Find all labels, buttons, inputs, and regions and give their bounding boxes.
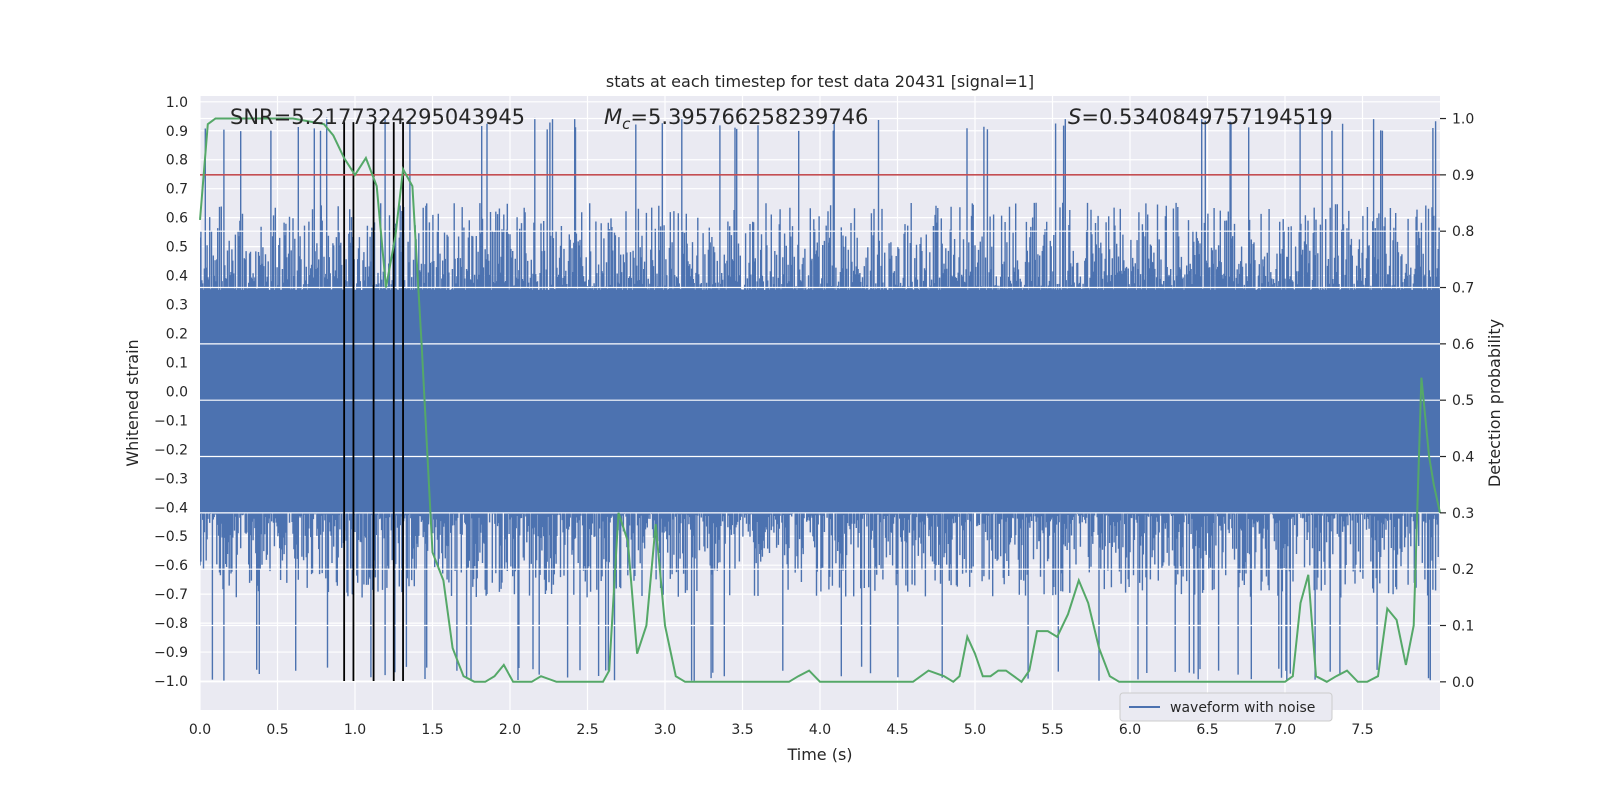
legend-box — [1119, 692, 1333, 722]
y2-tick-label: 0.4 — [1452, 450, 1474, 466]
x-tick-label: 6.5 — [1196, 722, 1218, 738]
y-tick-label: 0.0 — [166, 384, 188, 400]
y-tick-label: 0.7 — [166, 182, 188, 198]
y-tick-label: 0.9 — [166, 124, 188, 140]
y-tick-labels: 1.0 0.9 0.8 0.7 0.6 0.5 0.4 0.3 0.2 0.1 0.0 −0.1 −0.… — [154, 95, 188, 690]
y2-tick-label: 0.3 — [1452, 506, 1474, 522]
y-tick-label: 1.0 — [166, 95, 188, 111]
y-tick-label: −0.3 — [154, 471, 188, 487]
y2-tick-label: 0.5 — [1452, 393, 1474, 409]
y-tick-label: 0.1 — [166, 355, 188, 371]
y-tick-label: 0.3 — [166, 298, 188, 314]
s-symbol: S — [1068, 105, 1081, 129]
chart-title: stats at each timestep for test data 204… — [606, 72, 1034, 91]
y-axis-label: Whitened strain — [123, 339, 142, 466]
x-tick-label: 5.5 — [1041, 722, 1063, 738]
chirp-mass-annotation: Mc=5.395766258239746 — [604, 105, 868, 133]
y2-tick-label: 0.1 — [1452, 619, 1474, 635]
snr-annotation: SNR=5.2177324295043945 — [230, 105, 525, 129]
event-markers — [343, 122, 404, 682]
y2-tick-label: 0.0 — [1452, 675, 1474, 691]
y-tick-label: −0.6 — [154, 558, 188, 574]
x-tick-labels: 0.0 0.5 1.0 1.5 2.0 2.5 3.0 3.5 4.0 4.5 5.0 5.5 6.0 6… — [189, 722, 1374, 738]
y-tick-label: −0.9 — [154, 645, 188, 661]
y2-tick-labels: 1.0 0.9 0.8 0.7 0.6 0.5 0.4 0.3 0.2 0.1 0.0 — [1440, 112, 1474, 691]
x-tick-label: 6.0 — [1119, 722, 1141, 738]
x-tick-label: 7.0 — [1274, 722, 1296, 738]
y-tick-label: −1.0 — [154, 674, 188, 690]
y-tick-label: 0.2 — [166, 326, 188, 342]
y2-tick-label: 1.0 — [1452, 112, 1474, 128]
y-tick-label: 0.4 — [166, 269, 188, 285]
x-tick-label: 3.0 — [654, 722, 676, 738]
x-tick-label: 0.5 — [266, 722, 288, 738]
y-tick-label: −0.2 — [154, 442, 188, 458]
chirp-mass-symbol: M — [604, 105, 622, 129]
chirp-mass-value: =5.395766258239746 — [630, 105, 868, 129]
y-tick-label: −0.7 — [154, 587, 188, 603]
x-tick-label: 1.5 — [421, 722, 443, 738]
x-tick-label: 0.0 — [189, 722, 211, 738]
y-tick-label: −0.1 — [154, 413, 188, 429]
y2-tick-label: 0.7 — [1452, 281, 1474, 297]
y-tick-label: −0.4 — [154, 500, 188, 516]
legend-label-waveform: waveform with noise — [1170, 700, 1315, 716]
x-tick-label: 5.0 — [964, 722, 986, 738]
chirp-mass-subscript: c — [622, 115, 631, 133]
x-tick-label: 4.0 — [809, 722, 831, 738]
x-tick-label: 3.5 — [731, 722, 753, 738]
y2-tick-label: 0.2 — [1452, 562, 1474, 578]
x-tick-label: 7.5 — [1351, 722, 1373, 738]
x-axis-label: Time (s) — [786, 745, 852, 764]
probability-line — [199, 117, 1441, 684]
y-tick-label: 0.6 — [166, 211, 188, 227]
x-tick-label: 2.0 — [499, 722, 521, 738]
y-tick-label: 0.8 — [166, 153, 188, 169]
y-tick-label: −0.8 — [154, 616, 188, 632]
y2-tick-label: 0.6 — [1452, 337, 1474, 353]
y-tick-label: 0.5 — [166, 240, 188, 256]
legend: waveform with noise — [1119, 692, 1333, 722]
y2-tick-label: 0.9 — [1452, 168, 1474, 184]
y2-axis-label: Detection probability — [1485, 319, 1504, 487]
waveform-dense-band — [200, 290, 1440, 514]
s-value: =0.5340849757194519 — [1081, 105, 1332, 129]
y-tick-label: −0.5 — [154, 529, 188, 545]
x-tick-label: 4.5 — [886, 722, 908, 738]
x-tick-label: 1.0 — [344, 722, 366, 738]
s-annotation: S=0.5340849757194519 — [1068, 105, 1333, 129]
y2-tick-label: 0.8 — [1452, 224, 1474, 240]
x-tick-label: 2.5 — [576, 722, 598, 738]
